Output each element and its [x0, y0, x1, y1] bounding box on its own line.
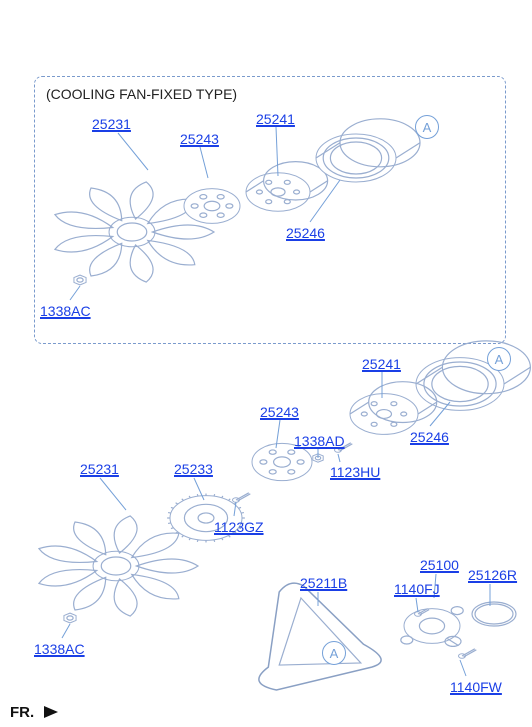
part-label-1123HU[interactable]: 1123HU	[330, 465, 380, 479]
label-text: 25246	[410, 429, 449, 445]
label-text: 25246	[286, 225, 325, 241]
view-marker-a: A	[487, 347, 511, 371]
label-text: 25126R	[468, 567, 517, 583]
view-marker-a: A	[322, 641, 346, 665]
label-text: 25241	[362, 356, 401, 372]
fr-marker: FR.	[10, 704, 58, 721]
label-text: 25211B	[300, 575, 347, 591]
part-label-1338ACb[interactable]: 1338AC	[34, 642, 85, 656]
part-label-1123GZ[interactable]: 1123GZ	[214, 520, 264, 534]
label-text: 25100	[420, 557, 459, 573]
label-text: 1140FJ	[394, 581, 440, 597]
part-label-25246a[interactable]: 25246	[286, 226, 325, 240]
arrow-icon	[44, 706, 58, 718]
part-label-25231b[interactable]: 25231	[80, 462, 119, 476]
label-text: 1338AD	[294, 433, 345, 449]
part-label-1140FJ[interactable]: 1140FJ	[394, 582, 440, 596]
part-label-25126R[interactable]: 25126R	[468, 568, 517, 582]
part-label-1338AD[interactable]: 1338AD	[294, 434, 345, 448]
part-label-25233[interactable]: 25233	[174, 462, 213, 476]
label-text: 25231	[92, 116, 131, 132]
part-label-25246b[interactable]: 25246	[410, 430, 449, 444]
part-label-25100[interactable]: 25100	[420, 558, 459, 572]
label-text: 25233	[174, 461, 213, 477]
fr-text: FR.	[10, 704, 34, 721]
label-text: 25241	[256, 111, 295, 127]
part-label-1338ACa[interactable]: 1338AC	[40, 304, 91, 318]
label-text: 25243	[260, 404, 299, 420]
label-text: 1140FW	[450, 679, 502, 695]
part-label-1140FW[interactable]: 1140FW	[450, 680, 502, 694]
label-text: 1123HU	[330, 464, 380, 480]
drawing-stage	[0, 0, 532, 727]
part-label-25211B[interactable]: 25211B	[300, 576, 347, 590]
part-label-25231a[interactable]: 25231	[92, 117, 131, 131]
part-label-25243b[interactable]: 25243	[260, 405, 299, 419]
part-label-25243a[interactable]: 25243	[180, 132, 219, 146]
label-text: 1338AC	[34, 641, 85, 657]
label-text: 25243	[180, 131, 219, 147]
part-label-25241a[interactable]: 25241	[256, 112, 295, 126]
label-text: 1123GZ	[214, 519, 264, 535]
diagram-canvas: { "meta": { "type": "diagram", "domain":…	[0, 0, 532, 727]
label-text: 1338AC	[40, 303, 91, 319]
label-text: 25231	[80, 461, 119, 477]
view-marker-a: A	[415, 115, 439, 139]
part-label-25241b[interactable]: 25241	[362, 357, 401, 371]
